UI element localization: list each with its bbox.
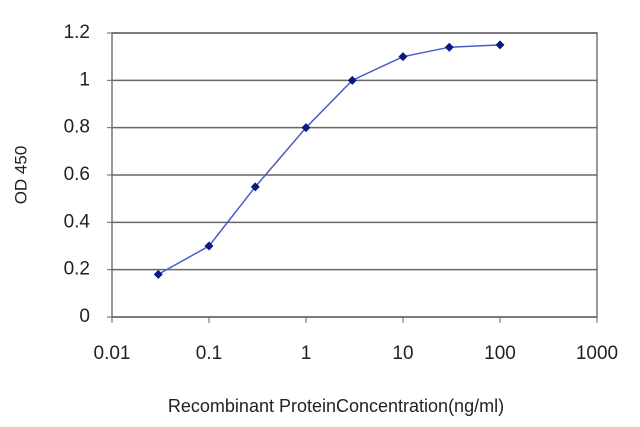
y-tick-label: 0.2 bbox=[64, 259, 90, 280]
y-tick-label: 0.4 bbox=[64, 211, 91, 232]
line bbox=[157, 44, 501, 276]
x-tick-label: 1 bbox=[301, 343, 312, 364]
marker bbox=[301, 123, 311, 133]
x-tick-label: 0.01 bbox=[94, 343, 131, 364]
marker bbox=[250, 182, 260, 192]
y-tick-label: 1 bbox=[79, 69, 90, 90]
marker bbox=[398, 52, 408, 62]
y-axis-label: OD 450 bbox=[11, 146, 30, 205]
y-tick-label: 0.6 bbox=[64, 164, 90, 185]
y-tick-label: 1.2 bbox=[64, 22, 90, 43]
y-tick-label: 0 bbox=[79, 306, 90, 327]
x-tick-label: 1000 bbox=[576, 343, 618, 364]
marker bbox=[204, 241, 214, 251]
x-tick-label: 0.1 bbox=[196, 343, 222, 364]
x-tick-label: 10 bbox=[392, 343, 413, 364]
y-tick-label: 0.8 bbox=[64, 117, 90, 138]
marker bbox=[153, 269, 163, 279]
marker bbox=[444, 42, 454, 52]
x-axis-label: Recombinant ProteinConcentration(ng/ml) bbox=[168, 396, 504, 416]
x-tick-label: 100 bbox=[484, 343, 516, 364]
marker bbox=[347, 75, 357, 85]
marker bbox=[495, 40, 505, 50]
